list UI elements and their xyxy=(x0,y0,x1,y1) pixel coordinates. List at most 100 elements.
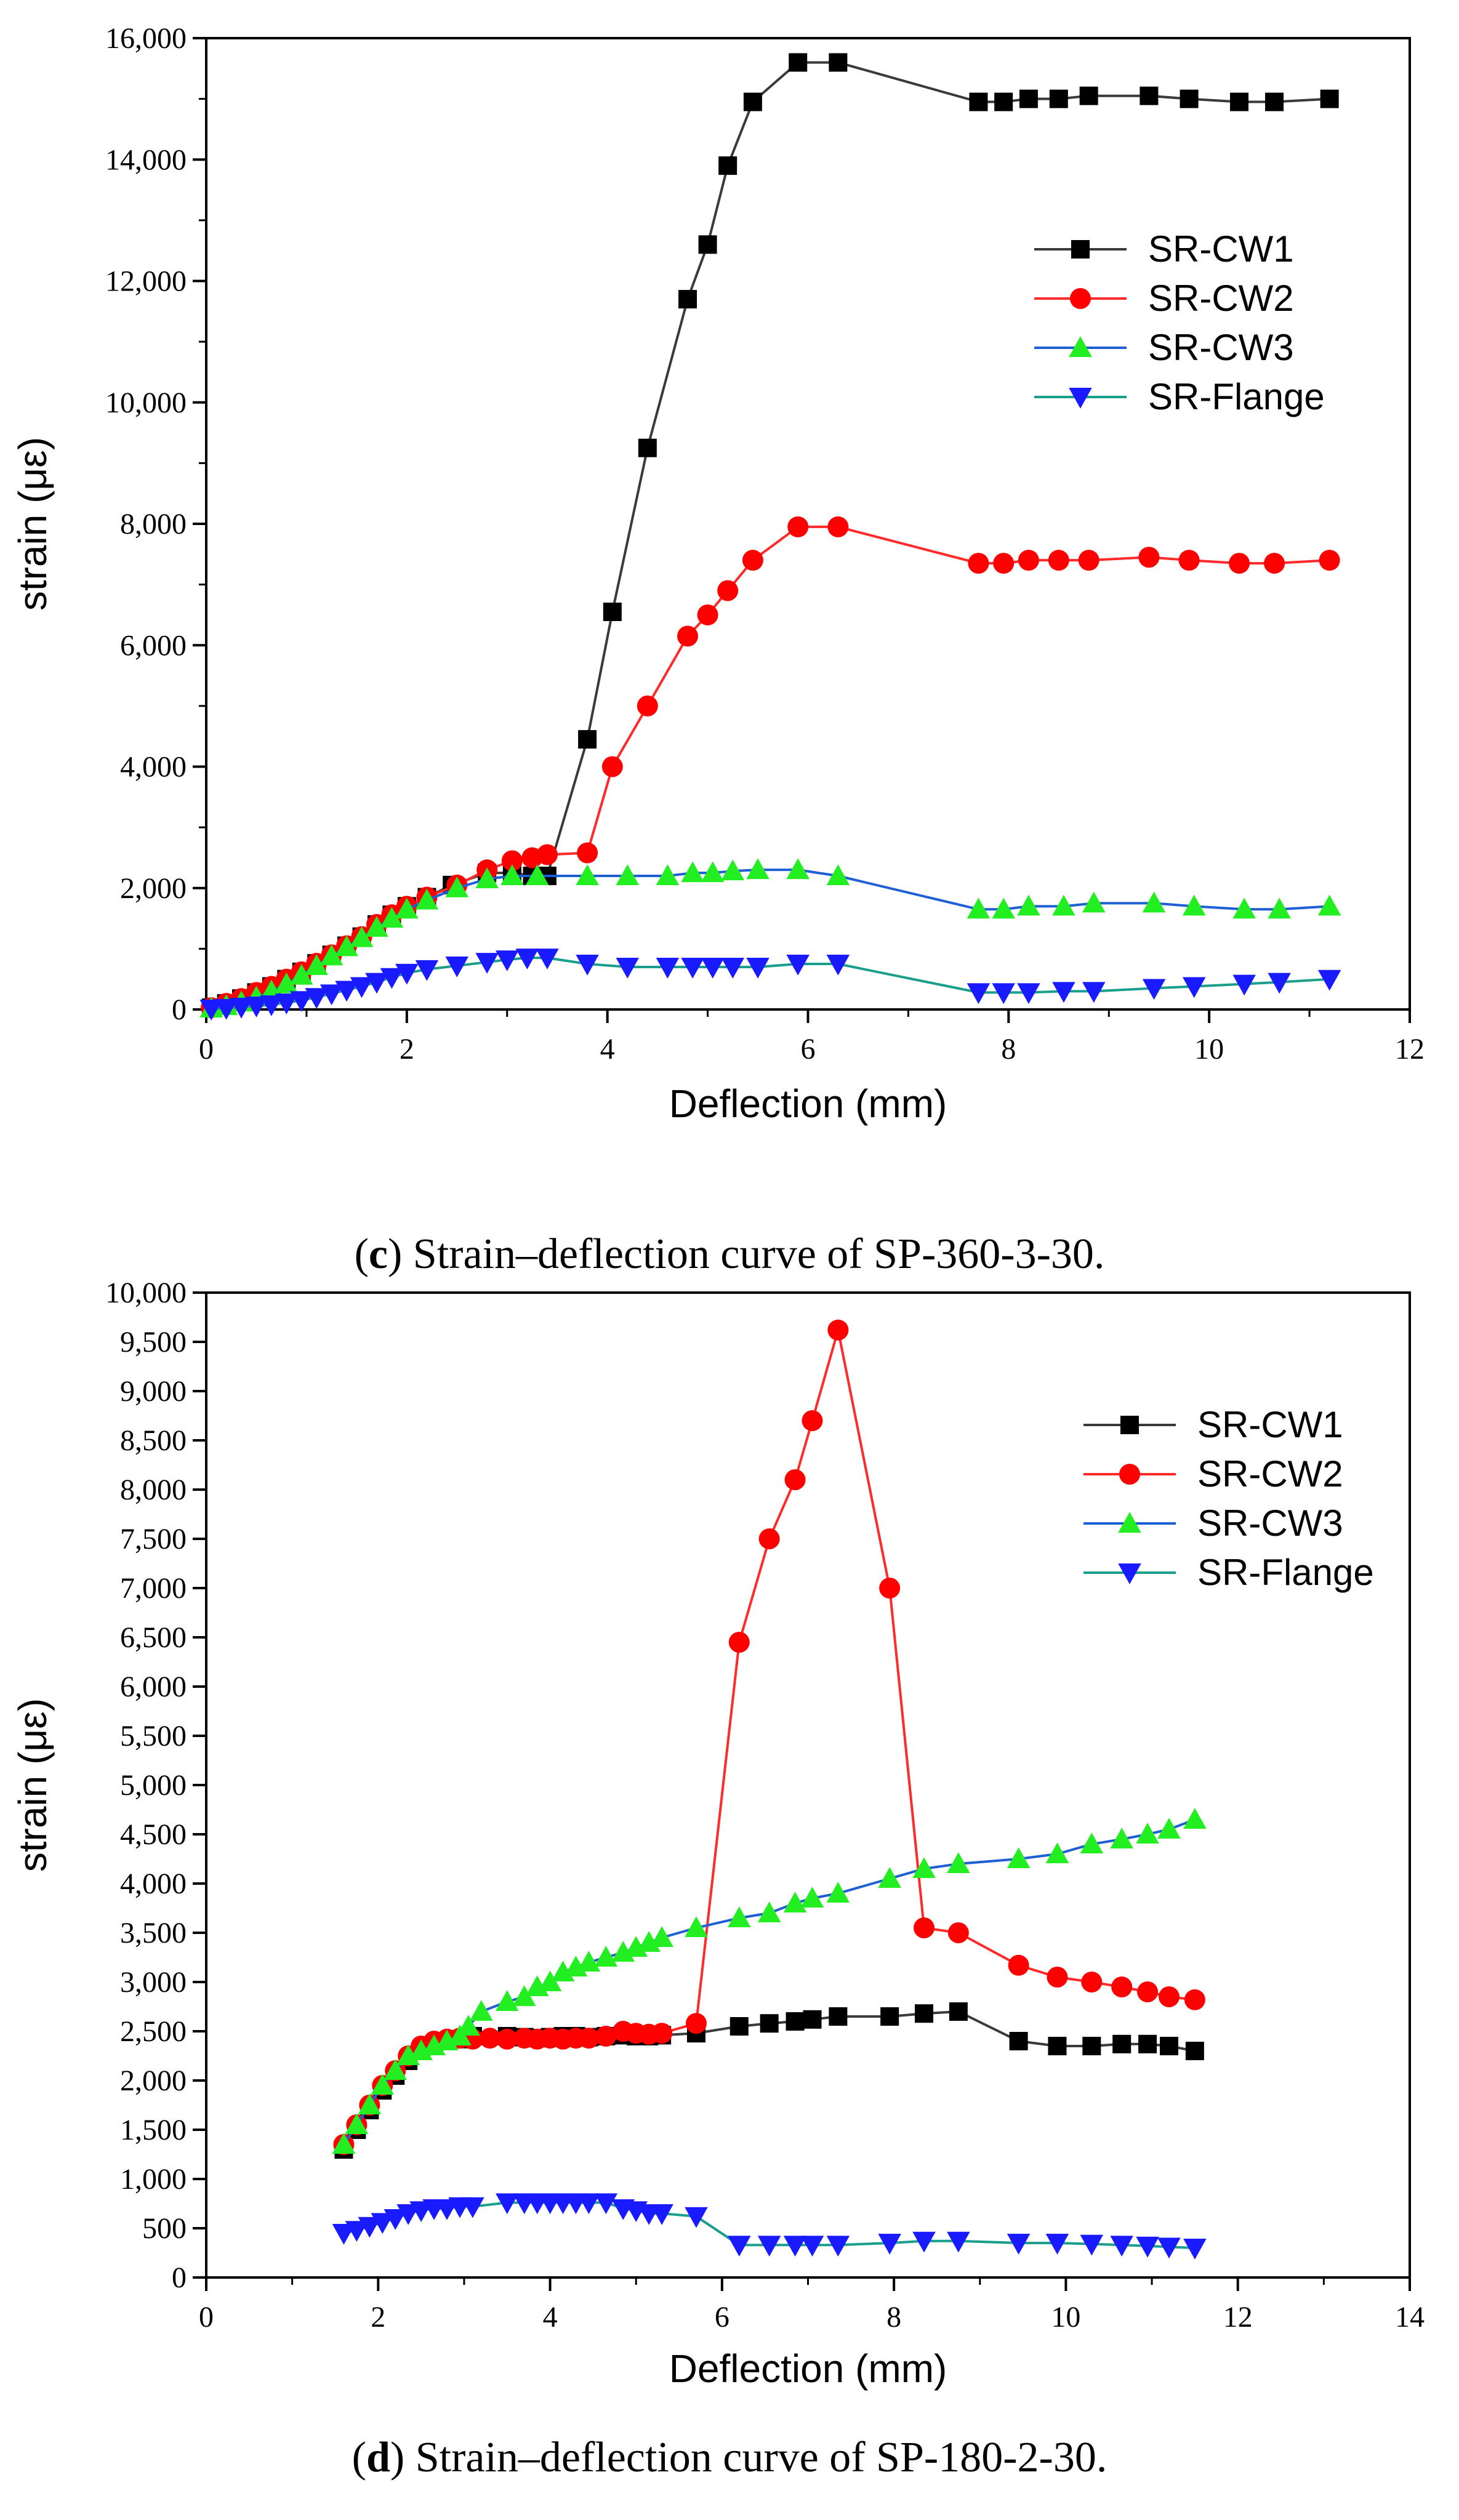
data-point xyxy=(461,2197,484,2218)
legend-marker xyxy=(1118,1563,1141,1584)
data-point xyxy=(1081,1972,1103,1992)
y-tick-label: 5,500 xyxy=(120,1720,187,1752)
x-tick-label: 4 xyxy=(543,2301,558,2333)
data-point xyxy=(638,438,657,457)
data-point xyxy=(915,2004,934,2023)
legend-marker xyxy=(1118,1512,1141,1533)
data-point xyxy=(512,1985,536,2006)
data-point xyxy=(912,1857,936,1878)
data-point xyxy=(685,2013,707,2034)
data-point xyxy=(718,156,738,175)
data-point xyxy=(1183,1808,1207,1829)
legend-label: SR-CW2 xyxy=(1148,278,1294,319)
data-point xyxy=(786,955,810,976)
x-tick-label: 4 xyxy=(600,1033,615,1065)
data-point xyxy=(332,2133,356,2154)
series-sr-flange xyxy=(332,2193,1207,2260)
data-point xyxy=(260,995,283,1016)
x-tick-label: 6 xyxy=(715,2301,730,2333)
data-point xyxy=(1183,2239,1207,2260)
data-point xyxy=(1110,1828,1133,1848)
data-point xyxy=(721,957,745,979)
data-point xyxy=(827,1319,849,1341)
y-tick-label: 14,000 xyxy=(105,143,187,176)
data-point xyxy=(1007,2234,1031,2255)
data-point xyxy=(826,955,850,976)
data-point xyxy=(525,864,549,886)
data-point xyxy=(365,973,388,994)
data-point xyxy=(1052,894,1075,916)
legend-marker xyxy=(1069,388,1092,409)
data-point xyxy=(1180,89,1199,108)
chart-d: 0 2 4 6 8 10 12 14 0 500 1,000 1,500 2,000 2,500 3,000… xyxy=(10,1277,1425,2481)
data-point xyxy=(305,954,328,975)
data-point xyxy=(616,864,639,886)
data-point xyxy=(244,997,268,1017)
data-point xyxy=(992,983,1015,1005)
data-point xyxy=(787,516,809,537)
data-point xyxy=(578,730,597,749)
data-point xyxy=(1079,86,1098,105)
data-point xyxy=(536,844,558,865)
caption-prefix: ( xyxy=(355,1230,369,1278)
data-point xyxy=(380,907,404,928)
data-point xyxy=(470,2000,493,2021)
caption-letter: d xyxy=(366,2434,390,2481)
data-point xyxy=(1268,973,1291,994)
data-point xyxy=(949,2002,968,2021)
data-point xyxy=(576,955,599,976)
data-point xyxy=(829,53,848,72)
x-tick-label: 8 xyxy=(886,2301,901,2333)
data-point xyxy=(365,916,388,937)
data-point xyxy=(1082,982,1106,1003)
data-point xyxy=(595,2026,617,2047)
data-point xyxy=(1157,1818,1181,1839)
data-point xyxy=(616,957,639,979)
legend-label: SR-Flange xyxy=(1148,376,1325,417)
data-point xyxy=(826,1882,850,1903)
y-tick-label: 2,000 xyxy=(120,2065,187,2097)
data-point xyxy=(637,695,658,716)
data-point xyxy=(1048,2037,1067,2055)
data-point xyxy=(758,1528,780,1549)
data-point xyxy=(1160,2037,1178,2055)
data-point xyxy=(457,2015,480,2036)
y-tick-label: 500 xyxy=(142,2212,187,2245)
caption-letter: c xyxy=(369,1230,388,1278)
data-point xyxy=(912,2231,936,2253)
data-point xyxy=(332,2224,356,2245)
y-tick-label: 10,000 xyxy=(105,387,187,419)
data-point xyxy=(969,92,988,111)
data-point xyxy=(290,991,313,1012)
data-point xyxy=(1265,92,1284,111)
data-point xyxy=(475,867,499,888)
x-tick-label: 6 xyxy=(801,1033,816,1065)
x-tick-label: 8 xyxy=(1001,1033,1016,1065)
data-point xyxy=(1232,974,1256,996)
data-point xyxy=(784,1469,806,1490)
data-point xyxy=(1080,1832,1104,1853)
y-tick-label: 1,500 xyxy=(120,2114,187,2146)
data-point xyxy=(800,1887,824,1908)
data-point xyxy=(742,550,763,571)
data-point xyxy=(395,963,419,985)
data-point xyxy=(1137,1981,1159,2002)
data-point xyxy=(685,2207,708,2228)
data-point xyxy=(594,2193,618,2215)
data-point xyxy=(350,926,374,947)
data-point xyxy=(1080,2234,1104,2256)
data-point xyxy=(1157,2237,1181,2259)
y-axis-title: strain (με) xyxy=(10,1698,55,1872)
y-tick-label: 2,500 xyxy=(120,2015,187,2048)
data-point xyxy=(786,858,810,880)
data-point xyxy=(1138,2034,1157,2053)
data-point xyxy=(445,956,469,977)
legend-label: SR-Flange xyxy=(1197,1552,1374,1593)
y-tick-label: 10,000 xyxy=(105,1277,187,1309)
x-tick-label: 0 xyxy=(199,2301,214,2333)
series-sr-cw3 xyxy=(332,1808,1207,2154)
data-point xyxy=(728,1632,750,1653)
data-point xyxy=(496,1990,519,2011)
data-point xyxy=(1019,89,1038,108)
y-tick-label: 8,000 xyxy=(120,1474,187,1506)
